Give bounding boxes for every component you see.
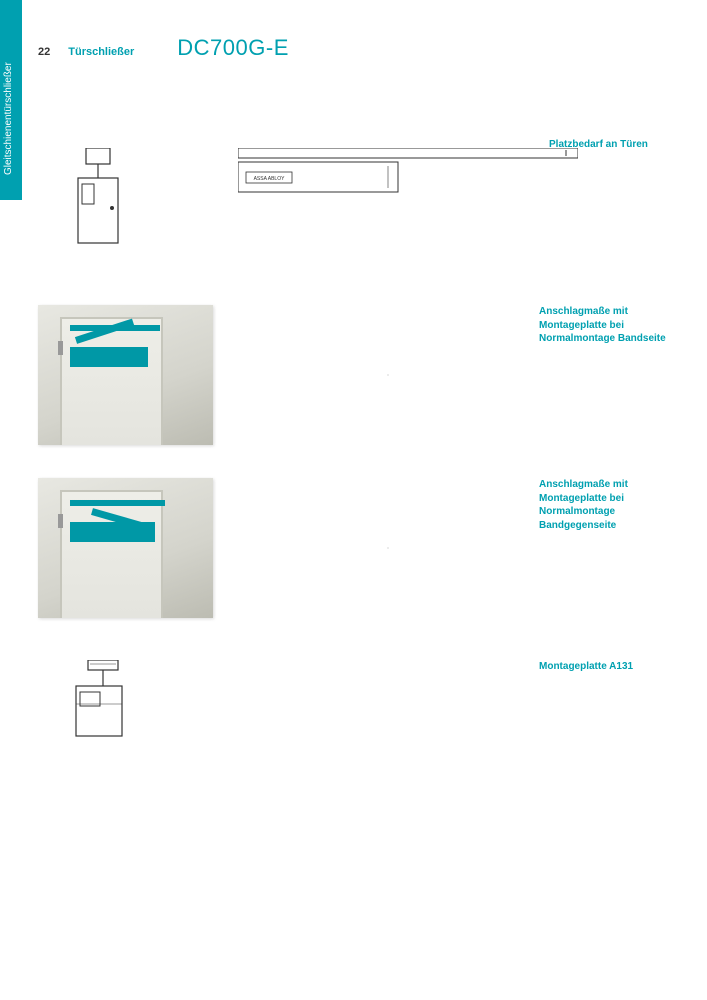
caption-3: Anschlagmaße mit Montageplatte bei Norma… <box>539 478 669 532</box>
page-header: 22 Türschließer DC700G-E <box>38 35 289 61</box>
brand-label: ASSA ABLOY <box>254 176 286 182</box>
closer-body-icon <box>70 347 148 367</box>
row-montageplatte: Montageplatte A131 <box>38 660 669 800</box>
thumb-door-icon <box>68 148 128 258</box>
closer-rail-icon-2 <box>70 500 165 506</box>
hinge-icon-2 <box>58 514 63 528</box>
schematic-bandgegenseite <box>238 488 538 608</box>
schematic-bandseite <box>238 315 538 435</box>
page-number: 22 <box>38 46 50 58</box>
product-title: DC700G-E <box>177 35 289 61</box>
row-platzbedarf: ASSA ABLOY Platzbedarf an Türen <box>38 138 669 278</box>
door-frame <box>60 317 163 445</box>
schematic-platzbedarf: ASSA ABLOY <box>238 148 578 208</box>
closer-rail-icon <box>70 325 160 331</box>
door-frame-2 <box>60 490 163 618</box>
row-bandgegenseite: Anschlagmaße mit Montageplatte bei Norma… <box>38 478 669 633</box>
closer-body-icon-2 <box>70 522 155 542</box>
caption-1: Platzbedarf an Türen <box>549 138 669 151</box>
hinge-icon <box>58 341 63 355</box>
photo-bandgegenseite <box>38 478 213 618</box>
thumb-montageplatte <box>66 660 136 760</box>
caption-4: Montageplatte A131 <box>539 660 669 674</box>
row-bandseite: Anschlagmaße mit Montageplatte bei Norma… <box>38 305 669 460</box>
sidebar-label: Gleitschienentürschließer <box>3 62 14 175</box>
section-label: Türschließer <box>68 46 134 58</box>
caption-2: Anschlagmaße mit Montageplatte bei Norma… <box>539 305 669 346</box>
closer-arm-icon <box>75 319 134 344</box>
photo-bandseite <box>38 305 213 445</box>
